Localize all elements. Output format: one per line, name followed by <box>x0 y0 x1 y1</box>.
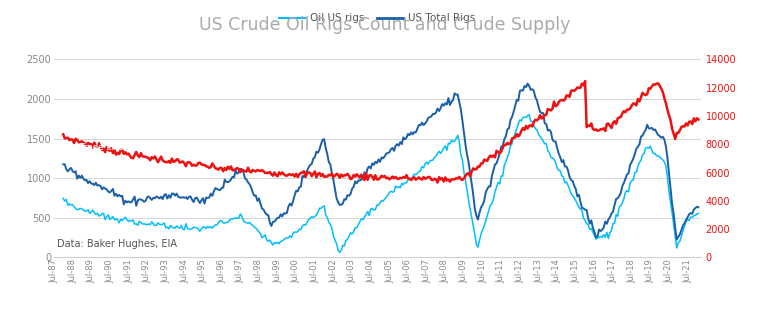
Oil US rigs <box>607 228 616 232</box>
US Total Rigs <box>605 215 614 219</box>
US Total Rigs <box>523 82 532 85</box>
Oil US rigs <box>524 113 534 116</box>
Oil US rigs <box>59 196 68 200</box>
US Total Rigs <box>321 146 330 150</box>
Line: Oil US rigs: Oil US rigs <box>63 115 698 252</box>
US Total Rigs <box>694 205 703 209</box>
Oil US rigs <box>694 212 703 215</box>
Oil US rigs <box>74 207 83 211</box>
US Total Rigs <box>176 196 186 200</box>
US Total Rigs <box>59 162 68 166</box>
US Total Rigs <box>672 237 681 241</box>
Text: Trade Like a Pro: Trade Like a Pro <box>80 143 148 152</box>
Text: US Crude Oil Rigs Count and Crude Supply: US Crude Oil Rigs Count and Crude Supply <box>199 16 571 35</box>
US Total Rigs <box>607 212 616 215</box>
Oil US rigs <box>176 223 186 227</box>
Legend: Oil US rigs, US Total Rigs: Oil US rigs, US Total Rigs <box>275 9 480 27</box>
Oil US rigs <box>321 213 330 217</box>
Oil US rigs <box>307 215 316 219</box>
Oil US rigs <box>335 250 344 254</box>
Oil US rigs <box>608 221 618 225</box>
US Total Rigs <box>307 162 316 166</box>
US Total Rigs <box>74 174 83 178</box>
Text: Data: Baker Hughes, EIA: Data: Baker Hughes, EIA <box>57 240 177 249</box>
Text: FxPro: FxPro <box>80 101 148 121</box>
Line: US Total Rigs: US Total Rigs <box>63 83 698 239</box>
